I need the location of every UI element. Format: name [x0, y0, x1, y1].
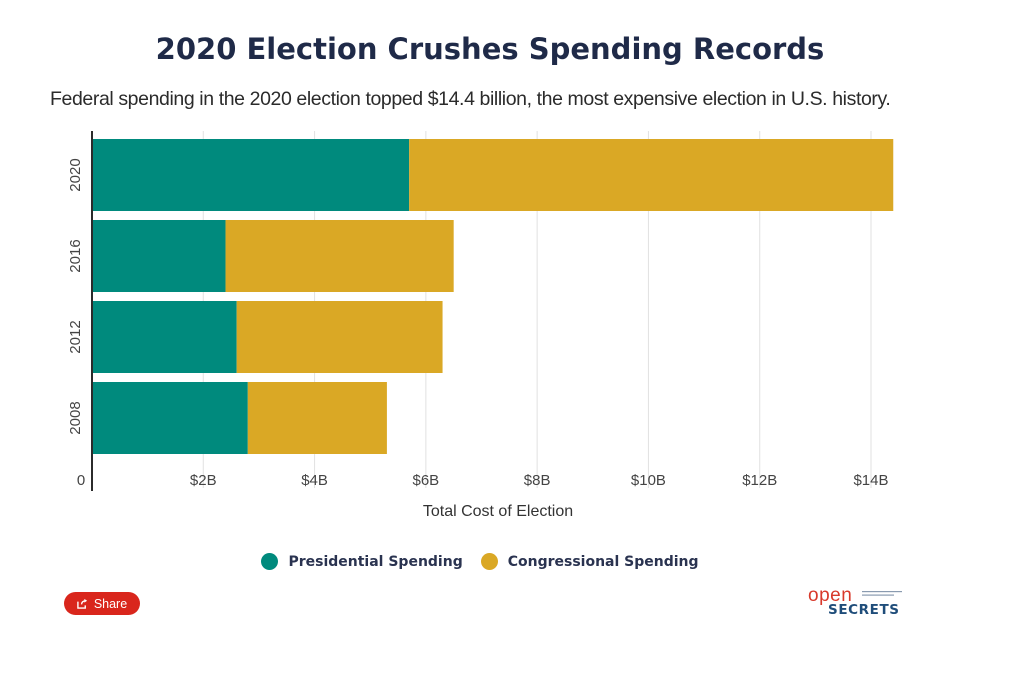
bar-congressional-2008 [247, 382, 387, 454]
y-category-label: 2012 [67, 320, 84, 353]
x-tick-label: 0 [77, 472, 85, 489]
share-button[interactable]: Share [64, 592, 140, 615]
logo-secrets-text: SECRETS [828, 602, 900, 618]
bar-congressional-2016 [225, 220, 454, 292]
chart-subtitle: Federal spending in the 2020 election to… [50, 88, 891, 110]
bar-presidential-2020 [92, 139, 410, 211]
x-tick-label: $10B [631, 472, 666, 489]
legend-swatch-congressional [480, 553, 498, 570]
legend-label-congressional: Congressional Spending [507, 553, 699, 570]
chart-title: 2020 Election Crushes Spending Records [155, 32, 825, 66]
x-tick-label: $14B [853, 472, 888, 489]
legend-label-presidential: Presidential Spending [288, 553, 463, 570]
x-axis-title: Total Cost of Election [423, 503, 573, 520]
bar-presidential-2008 [92, 382, 248, 454]
opensecrets-logo: open SECRETS [808, 585, 908, 621]
legend-item-presidential[interactable]: Presidential Spending [257, 553, 466, 570]
share-label: Share [93, 596, 128, 611]
x-tick-label: $2B [190, 472, 217, 489]
axis-labels: 0 $2B $4B $6B $8B $10B $12B $14B 2020 2016 2012 200… [67, 158, 889, 489]
logo-open-text: open [808, 585, 853, 606]
legend-swatch-presidential [261, 553, 279, 570]
bars [92, 139, 894, 454]
stacked-bar-chart: 0 $2B $4B $6B $8B $10B $12B $14B 2020 2016 2012 200… [67, 131, 894, 520]
bar-congressional-2012 [236, 301, 443, 373]
y-category-label: 2016 [67, 239, 84, 272]
x-tick-label: $4B [301, 472, 328, 489]
logo-tagline-mark [862, 591, 902, 596]
x-tick-label: $6B [413, 472, 440, 489]
legend: Presidential Spending Congressional Spen… [0, 553, 960, 570]
x-tick-label: $12B [742, 472, 777, 489]
bar-congressional-2020 [409, 139, 894, 211]
share-icon [77, 598, 87, 609]
legend-item-congressional[interactable]: Congressional Spending [477, 553, 703, 570]
bar-presidential-2012 [92, 301, 237, 373]
y-category-label: 2008 [67, 401, 84, 434]
bar-presidential-2016 [92, 220, 226, 292]
x-tick-label: $8B [524, 472, 551, 489]
y-category-label: 2020 [67, 158, 84, 191]
